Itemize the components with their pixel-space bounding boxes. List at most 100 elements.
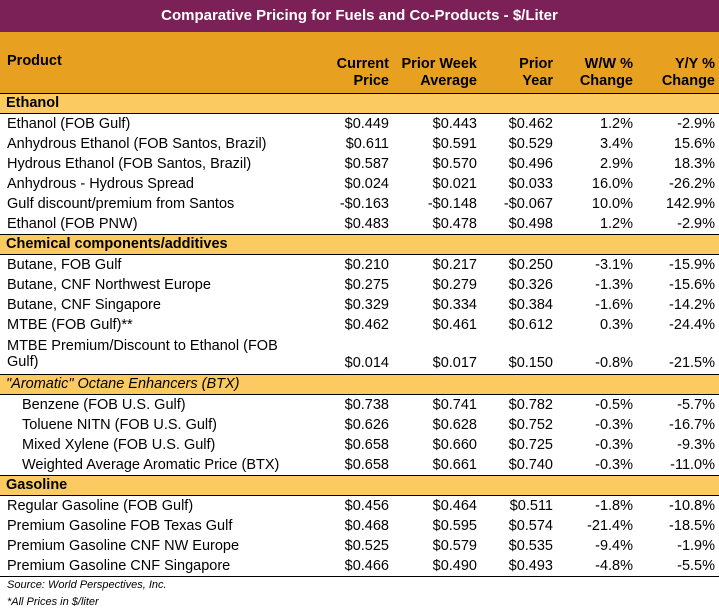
table-row: Weighted Average Aromatic Price (BTX) $0… <box>0 455 719 476</box>
product-name: Ethanol (FOB PNW) <box>7 215 138 232</box>
prior-week-average: $0.570 <box>432 155 477 172</box>
ww-change: -0.3% <box>595 456 633 473</box>
yy-change: -26.2% <box>669 175 715 192</box>
product-name: Regular Gasoline (FOB Gulf) <box>7 497 194 514</box>
ww-change: -9.4% <box>595 537 633 554</box>
prior-week-average: $0.279 <box>432 276 477 293</box>
table-row: Mixed Xylene (FOB U.S. Gulf) $0.658 $0.6… <box>0 435 719 455</box>
ww-change: 16.0% <box>591 175 633 192</box>
prior-week-average: $0.461 <box>432 316 477 333</box>
table-row: MTBE Premium/Discount to Ethanol (FOB Gu… <box>0 335 719 375</box>
current-price: $0.626 <box>344 416 389 433</box>
prior-year: $0.535 <box>508 537 553 554</box>
ww-change: 0.3% <box>599 316 633 333</box>
table-row: Anhydrous Ethanol (FOB Santos, Brazil) $… <box>0 134 719 154</box>
product-name: Benzene (FOB U.S. Gulf) <box>22 396 186 413</box>
current-price: $0.658 <box>344 436 389 453</box>
product-name: MTBE Premium/Discount to Ethanol (FOB Gu… <box>7 338 278 370</box>
yy-change: -15.6% <box>669 276 715 293</box>
prior-year: $0.498 <box>508 215 553 232</box>
prior-year: $0.612 <box>508 316 553 333</box>
prior-week-average: $0.660 <box>432 436 477 453</box>
table-row: Premium Gasoline CNF Singapore $0.466 $0… <box>0 555 719 577</box>
table-row: MTBE (FOB Gulf)** $0.462 $0.461 $0.612 0… <box>0 315 719 335</box>
header-current-price: Current Price <box>315 32 393 94</box>
section-label: Chemical components/additives <box>0 233 719 255</box>
prior-year: $0.033 <box>508 175 553 192</box>
current-price: $0.587 <box>344 155 389 172</box>
prior-year: $0.496 <box>508 155 553 172</box>
prior-year: $0.782 <box>508 396 553 413</box>
table-title: Comparative Pricing for Fuels and Co-Pro… <box>0 0 719 32</box>
prior-week-average: $0.464 <box>432 497 477 514</box>
yy-change: -5.5% <box>637 555 719 577</box>
table-row: Ethanol (FOB Gulf) $0.449 $0.443 $0.462 … <box>0 113 719 134</box>
yy-change: 142.9% <box>665 195 715 212</box>
section-chemical-components: Chemical components/additives <box>0 233 719 255</box>
prior-year: $0.250 <box>508 256 553 273</box>
yy-change: -21.5% <box>669 354 715 371</box>
yy-change: -9.3% <box>677 436 715 453</box>
yy-change: -10.8% <box>669 497 715 514</box>
header-ww-change: W/W % Change <box>557 32 637 94</box>
prior-year: $0.150 <box>508 354 553 371</box>
prior-year: $0.326 <box>508 276 553 293</box>
yy-change: -2.9% <box>677 215 715 232</box>
ww-change: -1.3% <box>595 276 633 293</box>
section-label: "Aromatic" Octane Enhancers (BTX) <box>0 373 719 395</box>
table-row: Butane, CNF Northwest Europe $0.275 $0.2… <box>0 275 719 295</box>
product-name: Butane, CNF Singapore <box>7 296 161 313</box>
table-row: Toluene NITN (FOB U.S. Gulf) $0.626 $0.6… <box>0 415 719 435</box>
product-name: Premium Gasoline CNF NW Europe <box>7 537 240 554</box>
ww-change: -4.8% <box>557 555 637 577</box>
prior-week-average: $0.661 <box>432 456 477 473</box>
units-note: *All Prices in $/liter <box>7 595 99 608</box>
current-price: $0.329 <box>344 296 389 313</box>
product-name: Mixed Xylene (FOB U.S. Gulf) <box>22 436 216 453</box>
product-name: Toluene NITN (FOB U.S. Gulf) <box>22 416 217 433</box>
table-row: Benzene (FOB U.S. Gulf) $0.738 $0.741 $0… <box>0 394 719 415</box>
current-price: $0.456 <box>344 497 389 514</box>
current-price: $0.525 <box>344 537 389 554</box>
prior-week-average: $0.334 <box>432 296 477 313</box>
prior-week-average: $0.490 <box>393 555 481 577</box>
ww-change: -1.8% <box>595 497 633 514</box>
prior-year: $0.384 <box>508 296 553 313</box>
product-name: Hydrous Ethanol (FOB Santos, Brazil) <box>7 155 252 172</box>
prior-week-average: $0.443 <box>432 115 477 132</box>
product-name: Ethanol (FOB Gulf) <box>7 115 131 132</box>
prior-week-average: $0.017 <box>432 354 477 371</box>
section-aromatic-octane-enhancers: "Aromatic" Octane Enhancers (BTX) <box>0 373 719 395</box>
prior-year: $0.725 <box>508 436 553 453</box>
header-prior-year: Prior Year <box>481 32 557 94</box>
prior-week-average: $0.595 <box>432 517 477 534</box>
prior-year: $0.574 <box>508 517 553 534</box>
yy-change: -5.7% <box>677 396 715 413</box>
prior-week-average: $0.021 <box>432 175 477 192</box>
ww-change: -21.4% <box>587 517 633 534</box>
current-price: $0.449 <box>344 115 389 132</box>
current-price: $0.483 <box>344 215 389 232</box>
table-row: Butane, CNF Singapore $0.329 $0.334 $0.3… <box>0 295 719 315</box>
prior-week-average: $0.591 <box>432 135 477 152</box>
prior-week-average: $0.478 <box>432 215 477 232</box>
product-name: Butane, CNF Northwest Europe <box>7 276 211 293</box>
prior-week-average: -$0.148 <box>427 195 477 212</box>
prior-year: $0.740 <box>508 456 553 473</box>
current-price: $0.210 <box>344 256 389 273</box>
current-price: $0.275 <box>344 276 389 293</box>
prior-year: -$0.067 <box>503 195 553 212</box>
product-name: Gulf discount/premium from Santos <box>7 195 235 212</box>
table-row: Hydrous Ethanol (FOB Santos, Brazil) $0.… <box>0 154 719 174</box>
yy-change: -18.5% <box>669 517 715 534</box>
section-ethanol: Ethanol <box>0 92 719 114</box>
table-row: Premium Gasoline CNF NW Europe $0.525 $0… <box>0 536 719 556</box>
section-label: Gasoline <box>0 474 719 496</box>
current-price: $0.611 <box>345 135 389 152</box>
ww-change: -0.3% <box>595 416 633 433</box>
table-row: Ethanol (FOB PNW) $0.483 $0.478 $0.498 1… <box>0 214 719 235</box>
prior-year: $0.529 <box>508 135 553 152</box>
current-price: $0.738 <box>344 396 389 413</box>
yy-change: 15.6% <box>673 135 715 152</box>
